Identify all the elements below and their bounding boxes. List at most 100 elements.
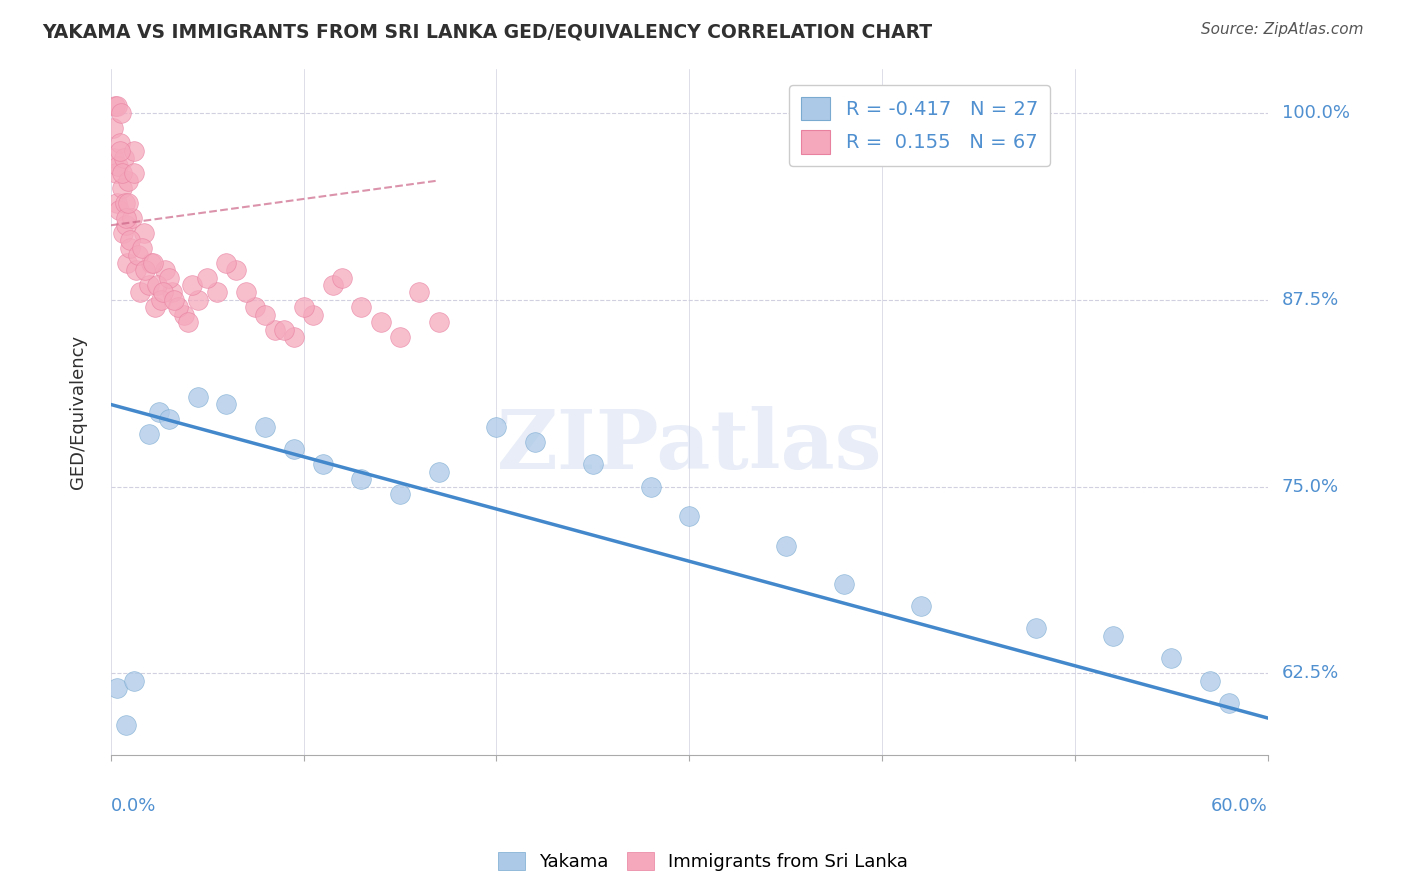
Point <box>253 308 276 322</box>
Point <box>388 330 411 344</box>
Point <box>108 203 131 218</box>
Text: ZIPatlas: ZIPatlas <box>496 406 882 486</box>
Point <box>117 195 139 210</box>
Point <box>215 397 238 411</box>
Point <box>110 106 132 120</box>
Text: 60.0%: 60.0% <box>1211 797 1268 814</box>
Point <box>110 144 132 158</box>
Point <box>117 173 139 187</box>
Point <box>128 285 150 300</box>
Point <box>225 263 247 277</box>
Point <box>350 472 373 486</box>
Point <box>104 166 127 180</box>
Point <box>105 681 128 695</box>
Point <box>292 301 315 315</box>
Point <box>134 263 156 277</box>
Point <box>167 301 190 315</box>
Text: 75.0%: 75.0% <box>1282 477 1339 496</box>
Point <box>330 270 353 285</box>
Point <box>131 241 153 255</box>
Point <box>115 219 138 233</box>
Point <box>177 315 200 329</box>
Legend: Yakama, Immigrants from Sri Lanka: Yakama, Immigrants from Sri Lanka <box>491 845 915 879</box>
Point <box>111 166 134 180</box>
Point <box>114 195 136 210</box>
Point <box>302 308 325 322</box>
Point <box>118 233 141 247</box>
Point <box>104 99 127 113</box>
Point <box>253 420 276 434</box>
Point <box>110 136 132 151</box>
Point <box>832 576 855 591</box>
Point <box>122 166 145 180</box>
Point <box>163 293 186 307</box>
Point <box>138 278 160 293</box>
Point <box>427 465 450 479</box>
Point <box>149 293 172 307</box>
Point <box>125 263 148 277</box>
Point <box>115 255 138 269</box>
Text: GED/Equivalency: GED/Equivalency <box>69 334 87 489</box>
Point <box>1025 622 1047 636</box>
Point <box>112 151 135 165</box>
Point <box>186 390 208 404</box>
Point <box>523 434 546 449</box>
Point <box>112 226 135 240</box>
Point <box>138 427 160 442</box>
Point <box>121 211 143 225</box>
Point <box>640 480 662 494</box>
Point <box>215 255 238 269</box>
Point <box>148 405 170 419</box>
Text: YAKAMA VS IMMIGRANTS FROM SRI LANKA GED/EQUIVALENCY CORRELATION CHART: YAKAMA VS IMMIGRANTS FROM SRI LANKA GED/… <box>42 22 932 41</box>
Point <box>101 121 124 136</box>
Point <box>205 285 228 300</box>
Point <box>141 255 163 269</box>
Point <box>146 278 169 293</box>
Point <box>122 673 145 688</box>
Point <box>1160 651 1182 665</box>
Point <box>107 159 129 173</box>
Point <box>107 99 129 113</box>
Point <box>321 278 343 293</box>
Point <box>122 144 145 158</box>
Point <box>408 285 430 300</box>
Point <box>152 285 174 300</box>
Point <box>582 457 605 471</box>
Point <box>245 301 267 315</box>
Point <box>350 301 373 315</box>
Point <box>115 718 138 732</box>
Point <box>127 248 149 262</box>
Point <box>678 509 700 524</box>
Point <box>1199 673 1222 688</box>
Point <box>142 255 165 269</box>
Point <box>180 278 202 293</box>
Point <box>111 181 134 195</box>
Point <box>273 323 295 337</box>
Point <box>263 323 285 337</box>
Point <box>283 330 305 344</box>
Point <box>910 599 932 613</box>
Legend: R = -0.417   N = 27, R =  0.155   N = 67: R = -0.417 N = 27, R = 0.155 N = 67 <box>789 85 1050 166</box>
Text: 62.5%: 62.5% <box>1282 665 1339 682</box>
Point <box>153 263 176 277</box>
Point <box>1102 629 1125 643</box>
Point <box>132 226 155 240</box>
Point <box>1218 696 1240 710</box>
Point <box>370 315 392 329</box>
Point <box>157 412 180 426</box>
Text: 0.0%: 0.0% <box>111 797 156 814</box>
Point <box>388 487 411 501</box>
Point <box>427 315 450 329</box>
Point <box>186 293 208 307</box>
Point <box>283 442 305 457</box>
Point <box>105 195 128 210</box>
Point <box>162 285 184 300</box>
Text: 87.5%: 87.5% <box>1282 291 1339 309</box>
Point <box>115 211 138 225</box>
Point <box>485 420 508 434</box>
Point <box>775 539 797 553</box>
Point <box>173 308 195 322</box>
Text: Source: ZipAtlas.com: Source: ZipAtlas.com <box>1201 22 1364 37</box>
Point <box>195 270 218 285</box>
Point <box>312 457 335 471</box>
